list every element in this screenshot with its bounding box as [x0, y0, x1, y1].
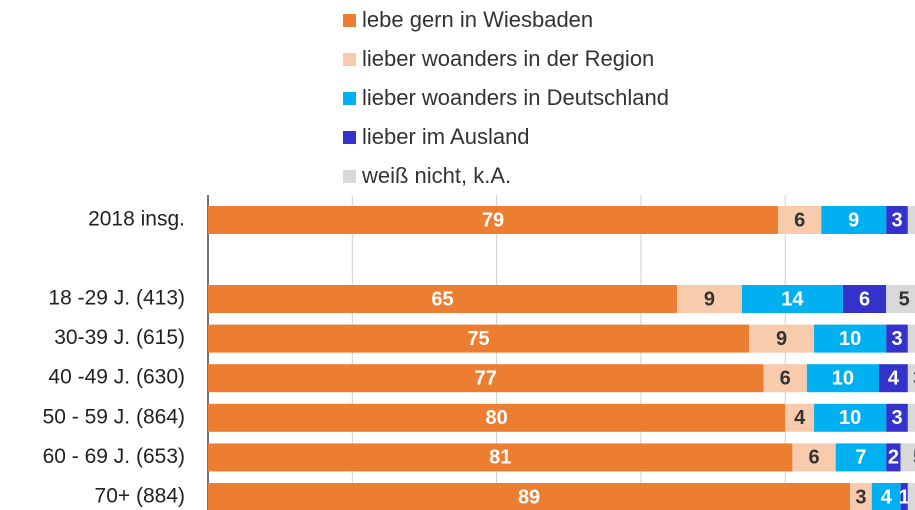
bar-segment [842, 285, 887, 313]
bar-segment [763, 364, 807, 393]
value-label: 10 [832, 367, 854, 389]
value-label: 3 [891, 328, 902, 350]
value-label: 5 [899, 288, 910, 310]
legend-swatch [343, 170, 356, 183]
category-label: 70+ (884) [95, 485, 185, 508]
value-label: 9 [848, 209, 859, 231]
legend-swatch [343, 53, 356, 66]
value-label: 1 [899, 486, 910, 508]
bar-segment [900, 443, 915, 472]
category-label: 50 - 59 J. (864) [43, 405, 185, 428]
bar-segment [835, 443, 887, 472]
value-label: 4 [794, 407, 806, 429]
bar-segment [806, 364, 879, 393]
value-label: 9 [776, 328, 787, 350]
bar-segment [907, 364, 915, 393]
bar-segment [850, 483, 872, 510]
value-label: 77 [475, 367, 497, 389]
value-label: 9 [704, 288, 715, 310]
value-label: 10 [839, 407, 861, 429]
value-label: 5 [913, 447, 915, 469]
bar-segment [900, 483, 908, 510]
value-label: 79 [482, 209, 504, 231]
value-label: 3 [891, 407, 902, 429]
bar-segment [749, 324, 815, 353]
value-label: 10 [839, 328, 861, 350]
category-label: 2018 insg. [88, 208, 185, 231]
value-label: 80 [485, 407, 507, 429]
bar-segment [208, 324, 750, 353]
bar-segment [208, 443, 793, 472]
value-label: 14 [781, 288, 804, 310]
bar-segment [907, 324, 915, 353]
bar-segment [907, 483, 915, 510]
value-label: 81 [489, 447, 511, 469]
bar-segment [814, 403, 887, 432]
value-label: 3 [891, 209, 902, 231]
legend-swatch [343, 14, 356, 27]
bar-segment [208, 403, 786, 432]
value-label: 4 [881, 486, 893, 508]
bar-segment [792, 443, 836, 472]
value-label: 6 [794, 209, 805, 231]
legend-label: weiß nicht, k.A. [361, 163, 511, 188]
bar-segment [821, 206, 887, 234]
legend-swatch [343, 92, 356, 105]
value-label: 75 [467, 328, 489, 350]
value-label: 6 [808, 447, 819, 469]
value-label: 7 [855, 447, 866, 469]
category-label: 40 -49 J. (630) [48, 366, 185, 389]
bar-segment [741, 285, 843, 313]
legend-label: lieber woanders in der Region [362, 46, 654, 71]
legend-swatch [343, 131, 356, 144]
bar-segment [886, 443, 901, 472]
bar-segment [814, 324, 887, 353]
bar-segment [907, 206, 915, 234]
legend-label: lebe gern in Wiesbaden [362, 7, 593, 32]
legend-label: lieber woanders in Deutschland [362, 85, 669, 110]
category-label: 60 - 69 J. (653) [43, 445, 185, 468]
bar-segment [886, 206, 908, 234]
bar-segment [886, 403, 908, 432]
bar-segment [777, 206, 822, 234]
bar-segment [785, 403, 815, 432]
category-label: 18 -29 J. (413) [48, 287, 185, 310]
bar-segment [208, 285, 677, 313]
value-label: 89 [518, 486, 540, 508]
legend-label: lieber im Ausland [362, 124, 530, 149]
value-label: 65 [431, 288, 453, 310]
value-label: 2 [888, 447, 899, 469]
value-label: 4 [888, 367, 900, 389]
bar-segment [871, 483, 901, 510]
bar-segment [208, 483, 851, 510]
category-label: 30-39 J. (615) [54, 326, 185, 349]
value-label: 3 [913, 367, 915, 389]
value-label: 6 [859, 288, 870, 310]
bar-segment [208, 206, 778, 234]
bar-segment [208, 364, 764, 393]
bar-segment [886, 324, 908, 353]
bar-segment [676, 285, 742, 313]
bar-segment [907, 403, 915, 432]
bar-segment [886, 285, 915, 313]
bar-segment [878, 364, 908, 393]
value-label: 3 [855, 486, 866, 508]
value-label: 6 [780, 367, 791, 389]
